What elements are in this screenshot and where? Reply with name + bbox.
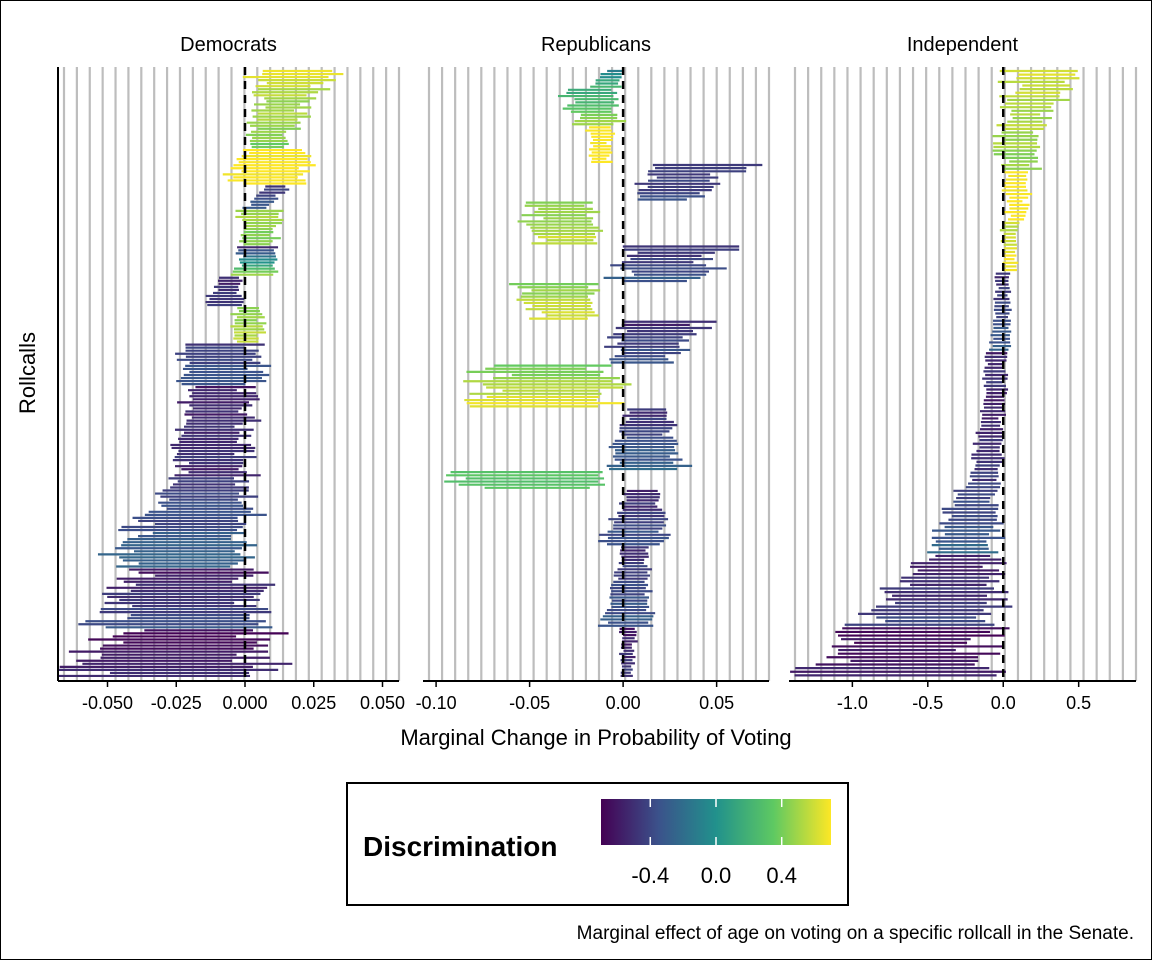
x-tick-label: -0.5 xyxy=(912,693,943,713)
x-tick-label: 0.00 xyxy=(606,693,641,713)
x-tick-label: -1.0 xyxy=(837,693,868,713)
figure-caption: Marginal effect of age on voting on a sp… xyxy=(577,923,1134,944)
facet-label: Democrats xyxy=(180,34,277,56)
facets-layer: Democrats -0.050 -0.025 0.000 0.025 0.050 Repu… xyxy=(57,34,1138,713)
x-tick-label: 0.5 xyxy=(1066,693,1091,713)
legend-tick-label: 0.4 xyxy=(766,863,797,888)
x-tick-label: 0.050 xyxy=(360,693,405,713)
legend-tick-label: -0.4 xyxy=(631,863,669,888)
legend-ticks: -0.4 0.0 0.4 xyxy=(631,799,797,888)
legend: Discrimination -0.4 0.0 0.4 xyxy=(346,782,849,906)
x-tick-label: -0.10 xyxy=(416,693,457,713)
errorbars xyxy=(444,69,763,677)
facet-label: Independent xyxy=(907,34,1019,56)
x-tick-label: 0.000 xyxy=(222,693,267,713)
errorbars xyxy=(790,69,1080,677)
errorbars xyxy=(58,69,344,678)
x-tick-label: -0.050 xyxy=(82,693,133,713)
x-tick-label: 0.05 xyxy=(699,693,734,713)
x-tick-label: -0.05 xyxy=(509,693,550,713)
facet-label: Republicans xyxy=(541,34,651,56)
x-axis-title: Marginal Change in Probability of Voting xyxy=(400,725,791,750)
x-tick-label: 0.0 xyxy=(991,693,1016,713)
facet-republicans: Republicans -0.10 -0.05 0.00 0.05 xyxy=(416,34,771,713)
x-tick-label: 0.025 xyxy=(291,693,336,713)
y-axis-title: Rollcalls xyxy=(15,332,40,414)
x-tick-label: -0.025 xyxy=(151,693,202,713)
legend-tick-label: 0.0 xyxy=(701,863,732,888)
facet-democrats: Democrats -0.050 -0.025 0.000 0.025 0.050 xyxy=(57,34,405,713)
facet-independent: Independent -1.0 -0.5 0.0 0.5 xyxy=(789,34,1138,713)
legend-title: Discrimination xyxy=(363,831,557,862)
